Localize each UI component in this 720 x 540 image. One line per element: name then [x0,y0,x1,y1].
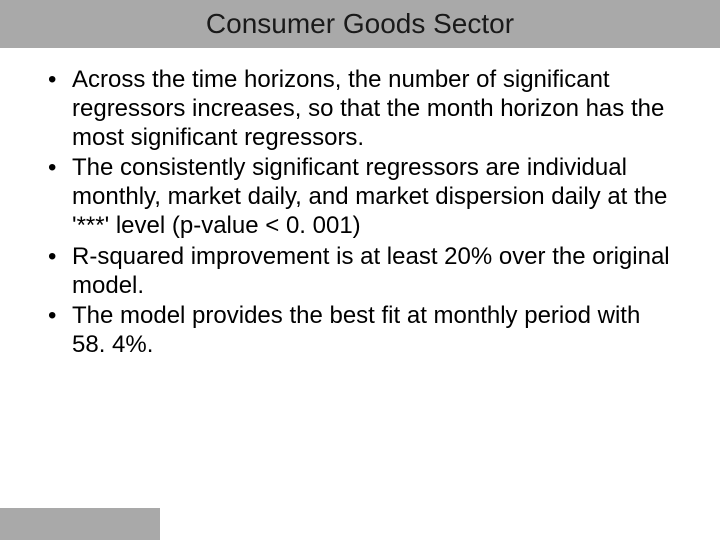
bullet-item: R-squared improvement is at least 20% ov… [40,243,680,301]
footer-accent [0,508,160,540]
bullet-list: Across the time horizons, the number of … [40,66,680,360]
bullet-item: Across the time horizons, the number of … [40,66,680,152]
bullet-item: The model provides the best fit at month… [40,302,680,360]
header-bar: Consumer Goods Sector [0,0,720,48]
slide-title: Consumer Goods Sector [206,8,514,40]
bullet-item: The consistently significant regressors … [40,154,680,240]
slide-content: Across the time horizons, the number of … [0,48,720,360]
